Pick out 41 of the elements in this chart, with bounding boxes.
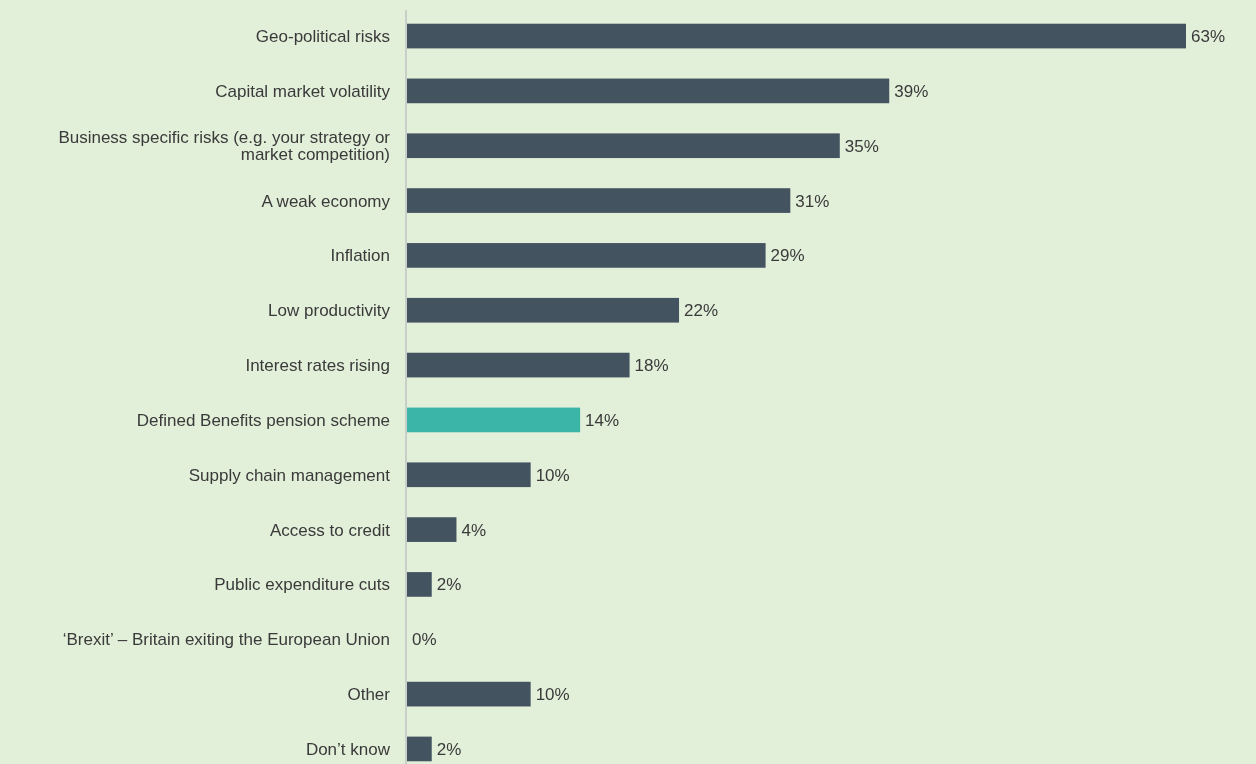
- data-label: 2%: [436, 739, 462, 759]
- y-tick-label: Capital market volatility: [215, 81, 391, 101]
- data-label: 39%: [894, 81, 929, 101]
- data-label: 4%: [461, 520, 487, 540]
- bar: [407, 23, 1186, 49]
- y-tick-label: Defined Benefits pension scheme: [136, 410, 390, 430]
- y-tick-label: Access to credit: [270, 520, 391, 540]
- y-tick-label: ‘Brexit’ – Britain exiting the European Union: [62, 630, 390, 650]
- y-tick-label: Interest rates rising: [245, 356, 390, 376]
- data-label: 10%: [535, 465, 570, 485]
- data-label: 14%: [585, 410, 620, 430]
- bar: [407, 243, 766, 268]
- y-tick-label: Geo-political risks: [255, 27, 390, 47]
- data-label: 10%: [535, 685, 570, 705]
- bar: [407, 78, 890, 104]
- y-tick-label: Don’t know: [305, 739, 391, 759]
- y-tick-label: A weak economy: [261, 191, 391, 211]
- bar: [407, 736, 432, 762]
- data-label: 29%: [770, 246, 805, 266]
- y-tick-label: Supply chain management: [188, 465, 391, 485]
- bar: [407, 133, 840, 159]
- data-label: 31%: [795, 191, 830, 211]
- bar: [407, 517, 457, 542]
- data-label: 35%: [844, 136, 879, 156]
- bar: [407, 462, 531, 488]
- data-label: 63%: [1191, 27, 1226, 47]
- data-label: 18%: [634, 356, 669, 376]
- bar: [407, 297, 680, 323]
- bar: [407, 681, 531, 707]
- bar: [407, 352, 630, 378]
- y-tick-label: Public expenditure cuts: [214, 575, 390, 595]
- y-tick-label: Inflation: [330, 246, 390, 266]
- bar: [407, 407, 581, 433]
- data-label: 22%: [684, 301, 719, 321]
- y-tick-label: Other: [347, 685, 391, 705]
- data-label: 2%: [436, 575, 462, 595]
- y-tick-label: Business specific risks (e.g. your strategy or market competition): [58, 128, 391, 165]
- y-tick-label: Low productivity: [268, 301, 391, 321]
- bar: [407, 188, 791, 213]
- data-label: 0%: [412, 630, 437, 650]
- bar: [407, 572, 432, 597]
